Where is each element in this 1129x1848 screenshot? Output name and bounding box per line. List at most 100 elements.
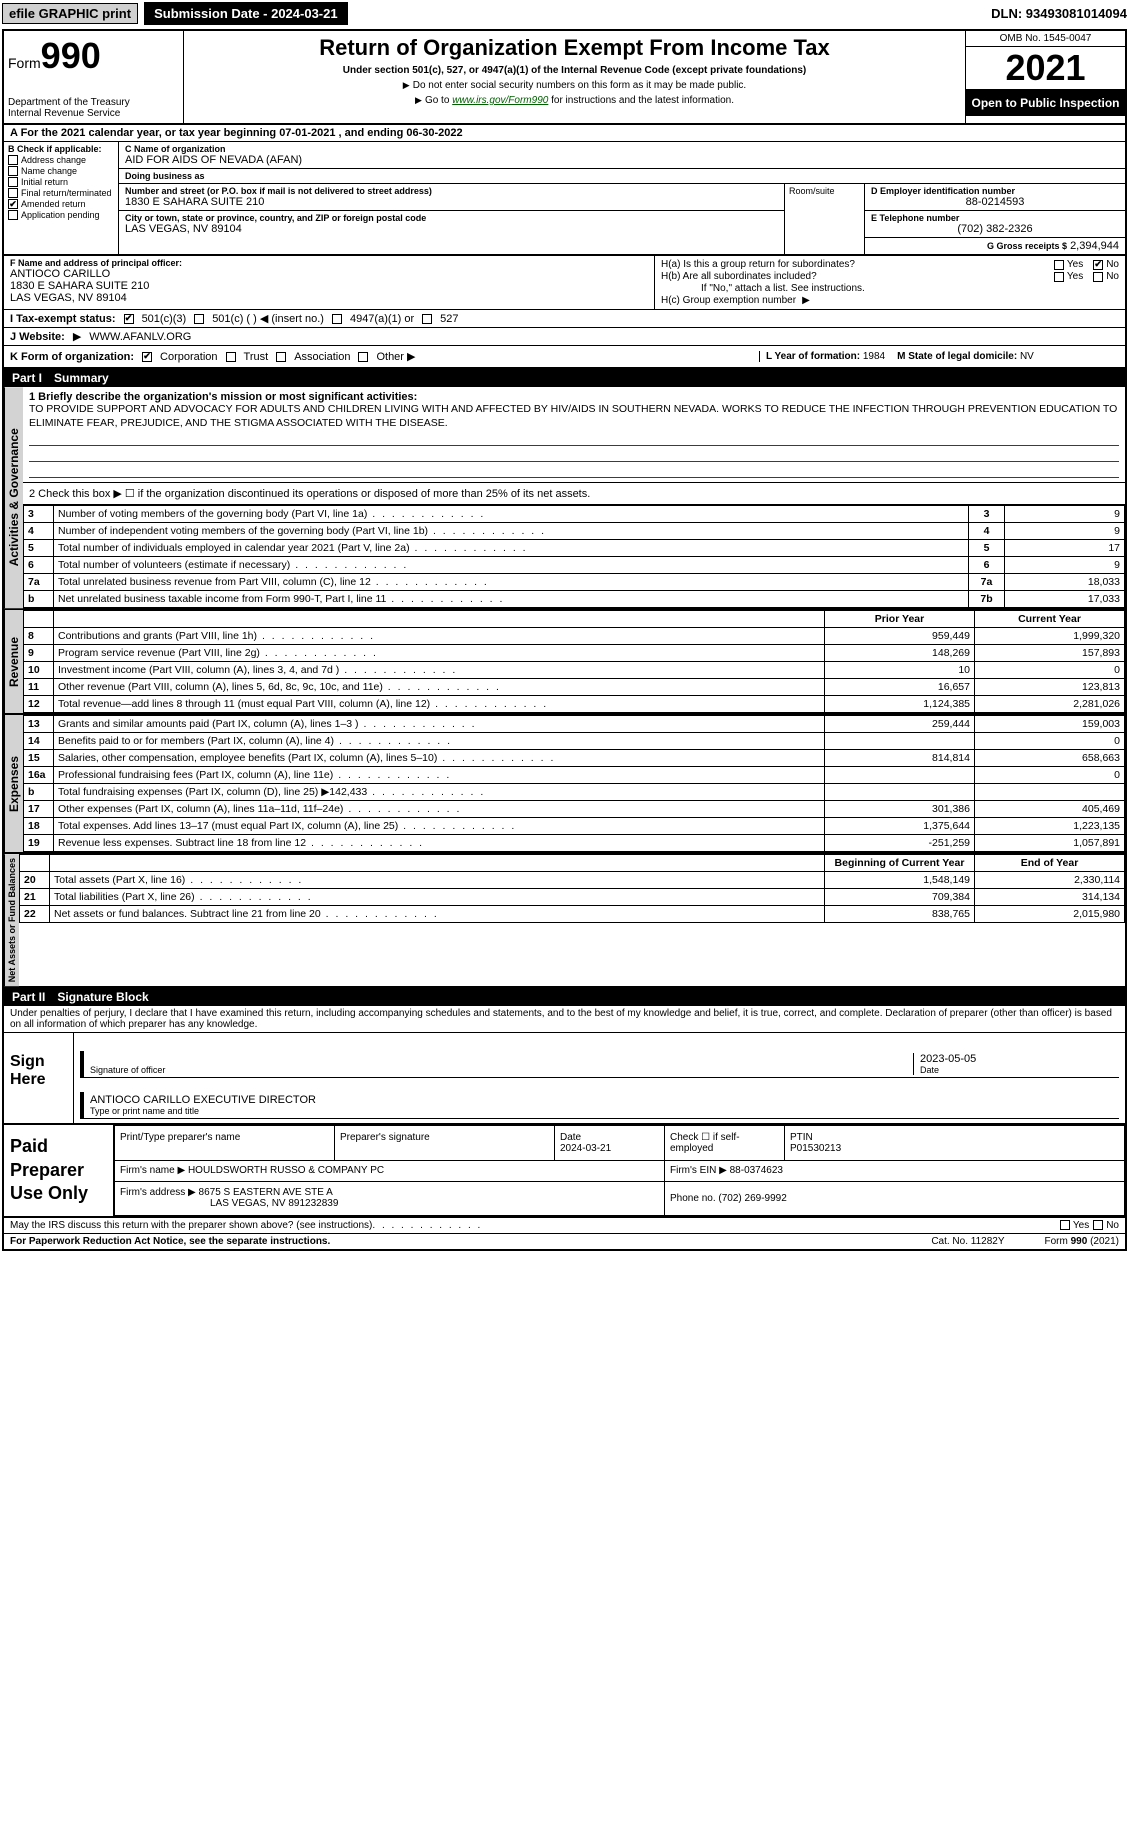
hb-no[interactable] [1093, 272, 1103, 282]
sig-name: ANTIOCO CARILLO EXECUTIVE DIRECTOR [90, 1094, 1113, 1106]
pp-self-employed: Check ☐ if self-employed [665, 1126, 785, 1160]
table-row: 21Total liabilities (Part X, line 26)709… [20, 889, 1125, 906]
addr-value: 1830 E SAHARA SUITE 210 [125, 196, 778, 208]
col-deg: D Employer identification number 88-0214… [865, 184, 1125, 254]
hc-label: H(c) Group exemption number [661, 295, 796, 306]
efile-badge: efile GRAPHIC print [2, 3, 138, 24]
chk-application-pending[interactable] [8, 210, 18, 220]
part1-expenses: Expenses 13Grants and similar amounts pa… [4, 715, 1125, 854]
dept-treasury: Department of the TreasuryInternal Reven… [8, 97, 179, 119]
table-row: 17Other expenses (Part IX, column (A), l… [24, 801, 1125, 818]
phone-value: (702) 382-2326 [871, 223, 1119, 235]
addr-label: Number and street (or P.O. box if mail i… [125, 186, 778, 196]
chk-association[interactable] [276, 352, 286, 362]
table-row: 20Total assets (Part X, line 16)1,548,14… [20, 872, 1125, 889]
part2-header: Part II Signature Block [4, 988, 1125, 1006]
form-note-ssn: Do not enter social security numbers on … [192, 80, 957, 91]
hb-label: H(b) Are all subordinates included? [661, 271, 1044, 282]
penalty-text: Under penalties of perjury, I declare th… [4, 1006, 1125, 1033]
table-row: bNet unrelated business taxable income f… [24, 591, 1125, 608]
band-revenue: Revenue [4, 610, 23, 713]
col-h-group: H(a) Is this a group return for subordin… [655, 256, 1125, 309]
sig-date-label: Date [920, 1065, 1113, 1075]
firm-ein: 88-0374623 [730, 1165, 783, 1176]
chk-501c[interactable] [194, 314, 204, 324]
tax-year: 2021 [966, 47, 1125, 90]
irs-link[interactable]: www.irs.gov/Form990 [452, 95, 548, 106]
col-f-officer: F Name and address of principal officer:… [4, 256, 655, 309]
table-row: 15Salaries, other compensation, employee… [24, 750, 1125, 767]
sig-officer-label: Signature of officer [90, 1065, 913, 1075]
sign-here-label: Sign Here [4, 1033, 74, 1123]
mission-text: TO PROVIDE SUPPORT AND ADVOCACY FOR ADUL… [29, 403, 1119, 430]
table-row: 13Grants and similar amounts paid (Part … [24, 716, 1125, 733]
chk-name-change[interactable] [8, 166, 18, 176]
q1-mission: 1 Briefly describe the organization's mi… [23, 387, 1125, 483]
dba-label: Doing business as [125, 171, 1119, 181]
row-a-calendar-year: A For the 2021 calendar year, or tax yea… [4, 125, 1125, 142]
netassets-table: Beginning of Current Year End of Year 20… [19, 854, 1125, 923]
org-name: AID FOR AIDS OF NEVADA (AFAN) [125, 154, 1119, 166]
table-row: 3Number of voting members of the governi… [24, 506, 1125, 523]
chk-trust[interactable] [226, 352, 236, 362]
form-footer: Form 990 (2021) [1045, 1236, 1119, 1247]
band-expenses: Expenses [4, 715, 23, 852]
table-row: 4Number of independent voting members of… [24, 523, 1125, 540]
ha-no[interactable] [1093, 260, 1103, 270]
table-row: 9Program service revenue (Part VIII, lin… [24, 645, 1125, 662]
chk-final-return[interactable] [8, 188, 18, 198]
may-irs-discuss: May the IRS discuss this return with the… [10, 1220, 372, 1231]
pp-date: 2024-03-21 [560, 1143, 659, 1154]
chk-501c3[interactable] [124, 314, 134, 324]
paperwork-notice: For Paperwork Reduction Act Notice, see … [10, 1236, 330, 1247]
chk-527[interactable] [422, 314, 432, 324]
row-fh: F Name and address of principal officer:… [4, 256, 1125, 310]
table-row: 11Other revenue (Part VIII, column (A), … [24, 679, 1125, 696]
topbar: efile GRAPHIC print Submission Date - 20… [0, 0, 1129, 27]
may-irs-yes[interactable] [1060, 1220, 1070, 1230]
hdr-beg: Beginning of Current Year [825, 855, 975, 872]
submission-date-button[interactable]: Submission Date - 2024-03-21 [144, 2, 348, 25]
header-block-bg: B Check if applicable: Address change Na… [4, 142, 1125, 256]
hb-yes[interactable] [1054, 272, 1064, 282]
table-row: 22Net assets or fund balances. Subtract … [20, 906, 1125, 923]
hdr-prior: Prior Year [825, 611, 975, 628]
part1-revenue: Revenue Prior Year Current Year 8Contrib… [4, 610, 1125, 715]
firm-name: HOULDSWORTH RUSSO & COMPANY PC [188, 1165, 384, 1176]
row-j-website: J Website: ▶ WWW.AFANLV.ORG [4, 328, 1125, 346]
sign-here-block: Sign Here Signature of officer 2023-05-0… [4, 1033, 1125, 1125]
firm-addr1: 8675 S EASTERN AVE STE A [199, 1187, 333, 1198]
pp-ptin: P01530213 [790, 1143, 1119, 1154]
chk-4947[interactable] [332, 314, 342, 324]
part1-netassets: Net Assets or Fund Balances Beginning of… [4, 854, 1125, 988]
may-irs-no[interactable] [1093, 1220, 1103, 1230]
dln-label: DLN: 93493081014094 [991, 6, 1127, 21]
firm-addr2: LAS VEGAS, NV 891232839 [210, 1198, 338, 1209]
revenue-table: Prior Year Current Year 8Contributions a… [23, 610, 1125, 713]
form-note-link: Go to www.irs.gov/Form990 for instructio… [192, 95, 957, 106]
table-row: 6Total number of volunteers (estimate if… [24, 557, 1125, 574]
chk-corporation[interactable] [142, 352, 152, 362]
omb-number: OMB No. 1545-0047 [966, 31, 1125, 47]
q2-discontinued: 2 Check this box ▶ ☐ if the organization… [23, 483, 1125, 505]
ha-yes[interactable] [1054, 260, 1064, 270]
ha-label: H(a) Is this a group return for subordin… [661, 259, 1044, 270]
city-label: City or town, state or province, country… [125, 213, 778, 223]
chk-amended-return[interactable] [8, 199, 18, 209]
table-row: bTotal fundraising expenses (Part IX, co… [24, 784, 1125, 801]
band-netassets: Net Assets or Fund Balances [4, 854, 19, 986]
lines-3-7-table: 3Number of voting members of the governi… [23, 505, 1125, 608]
expenses-table: 13Grants and similar amounts paid (Part … [23, 715, 1125, 852]
phone-label: E Telephone number [871, 213, 1119, 223]
table-row: 8Contributions and grants (Part VIII, li… [24, 628, 1125, 645]
chk-other-org[interactable] [358, 352, 368, 362]
chk-address-change[interactable] [8, 155, 18, 165]
table-row: 19Revenue less expenses. Subtract line 1… [24, 835, 1125, 852]
part1-activities: Activities & Governance 1 Briefly descri… [4, 387, 1125, 610]
website-value: WWW.AFANLV.ORG [89, 331, 191, 343]
sig-date: 2023-05-05 [920, 1053, 1113, 1065]
col-b-checkboxes: B Check if applicable: Address change Na… [4, 142, 119, 254]
chk-initial-return[interactable] [8, 177, 18, 187]
table-row: 5Total number of individuals employed in… [24, 540, 1125, 557]
header-left: Form990 Department of the TreasuryIntern… [4, 31, 184, 123]
